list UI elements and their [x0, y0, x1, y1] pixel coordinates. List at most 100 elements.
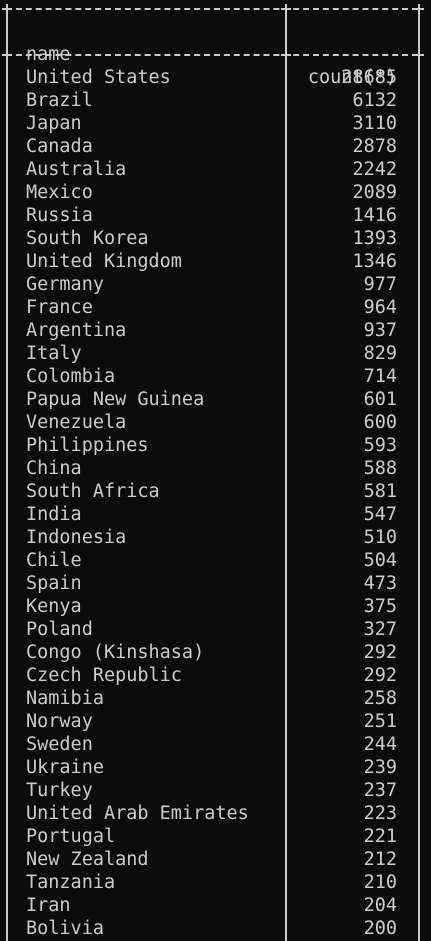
table-border-corner: [2, 4, 12, 14]
cell-name: Germany: [26, 274, 104, 295]
table-row: United Kingdom 1346: [0, 250, 431, 273]
cell-count: 6132: [352, 90, 397, 111]
cell-name: Colombia: [26, 366, 116, 387]
cell-name: Italy: [26, 343, 82, 364]
cell-name: South Korea: [26, 228, 149, 249]
cell-count: 244: [363, 734, 397, 755]
cell-count: 258: [363, 688, 397, 709]
cell-count: 251: [363, 711, 397, 732]
table-row: New Zealand 212: [0, 848, 431, 871]
cell-name: Iran: [26, 895, 71, 916]
table-row: Sweden 244: [0, 733, 431, 756]
cell-name: Russia: [26, 205, 93, 226]
table-border-vertical: [418, 59, 420, 941]
table-border-corner: [414, 50, 424, 60]
cell-count: 239: [363, 757, 397, 778]
cell-count: 964: [363, 297, 397, 318]
table-row: Turkey 237: [0, 779, 431, 802]
table-border-vertical: [285, 59, 287, 941]
table-border-vertical: [285, 13, 287, 50]
table-row: Czech Republic 292: [0, 664, 431, 687]
cell-count: 504: [363, 550, 397, 571]
cell-name: Brazil: [26, 90, 93, 111]
cell-count: 210: [363, 872, 397, 893]
table-row: Philippines 593: [0, 434, 431, 457]
cell-name: South Africa: [26, 481, 160, 502]
table-row: Australia 2242: [0, 158, 431, 181]
cell-name: France: [26, 297, 93, 318]
cell-name: Argentina: [26, 320, 127, 341]
table-header-row: name count(*): [0, 20, 431, 88]
cell-count: 200: [363, 918, 397, 939]
cell-count: 327: [363, 619, 397, 640]
cell-count: 937: [363, 320, 397, 341]
cell-count: 473: [363, 573, 397, 594]
table-row: Spain 473: [0, 572, 431, 595]
cell-name: Spain: [26, 573, 82, 594]
cell-name: Namibia: [26, 688, 104, 709]
cell-name: Turkey: [26, 780, 93, 801]
cell-name: Indonesia: [26, 527, 127, 548]
table-row: South Korea 1393: [0, 227, 431, 250]
table-row: India 547: [0, 503, 431, 526]
table-row: United Arab Emirates 223: [0, 802, 431, 825]
table-row: Brazil 6132: [0, 89, 431, 112]
table-row: Japan 3110: [0, 112, 431, 135]
cell-count: 292: [363, 665, 397, 686]
cell-count: 221: [363, 826, 397, 847]
table-row: Indonesia 510: [0, 526, 431, 549]
table-row: Norway 251: [0, 710, 431, 733]
table-row: United States 28685: [0, 66, 431, 89]
cell-count: 600: [363, 412, 397, 433]
table-border-horizontal: [6, 8, 418, 10]
cell-count: 3110: [352, 113, 397, 134]
cell-count: 1393: [352, 228, 397, 249]
cell-count: 204: [363, 895, 397, 916]
table-border-vertical: [6, 13, 8, 50]
cell-name: Australia: [26, 159, 127, 180]
cell-count: 601: [363, 389, 397, 410]
cell-name: Philippines: [26, 435, 149, 456]
cell-count: 237: [363, 780, 397, 801]
table-row: Papua New Guinea 601: [0, 388, 431, 411]
cell-name: Czech Republic: [26, 665, 182, 686]
cell-name: Bolivia: [26, 918, 104, 939]
table-row: Portugal 221: [0, 825, 431, 848]
table-row: Venezuela 600: [0, 411, 431, 434]
cell-count: 375: [363, 596, 397, 617]
cell-name: Sweden: [26, 734, 93, 755]
table-row: Ukraine 239: [0, 756, 431, 779]
cell-count: 2089: [352, 182, 397, 203]
cell-name: Congo (Kinshasa): [26, 642, 205, 663]
cell-name: India: [26, 504, 82, 525]
table-row: Colombia 714: [0, 365, 431, 388]
cell-name: Venezuela: [26, 412, 127, 433]
cell-count: 593: [363, 435, 397, 456]
table-row: Mexico 2089: [0, 181, 431, 204]
table-border-horizontal: [6, 54, 418, 56]
cell-count: 223: [363, 803, 397, 824]
cell-name: Poland: [26, 619, 93, 640]
table-row: Congo (Kinshasa) 292: [0, 641, 431, 664]
cell-count: 28685: [341, 67, 397, 88]
cell-count: 212: [363, 849, 397, 870]
table-row: South Africa 581: [0, 480, 431, 503]
cell-name: Ukraine: [26, 757, 104, 778]
cell-name: Portugal: [26, 826, 116, 847]
cell-count: 588: [363, 458, 397, 479]
table-row: Canada 2878: [0, 135, 431, 158]
cell-name: Papua New Guinea: [26, 389, 205, 410]
cell-name: United States: [26, 67, 171, 88]
table-border-corner: [281, 4, 291, 14]
table-row: Argentina 937: [0, 319, 431, 342]
table-row: France 964: [0, 296, 431, 319]
cell-name: Kenya: [26, 596, 82, 617]
table-row: Russia 1416: [0, 204, 431, 227]
cell-name: United Kingdom: [26, 251, 182, 272]
table-row: Italy 829: [0, 342, 431, 365]
table-row: China 588: [0, 457, 431, 480]
cell-name: Japan: [26, 113, 82, 134]
cell-count: 1416: [352, 205, 397, 226]
table-row: Germany 977: [0, 273, 431, 296]
